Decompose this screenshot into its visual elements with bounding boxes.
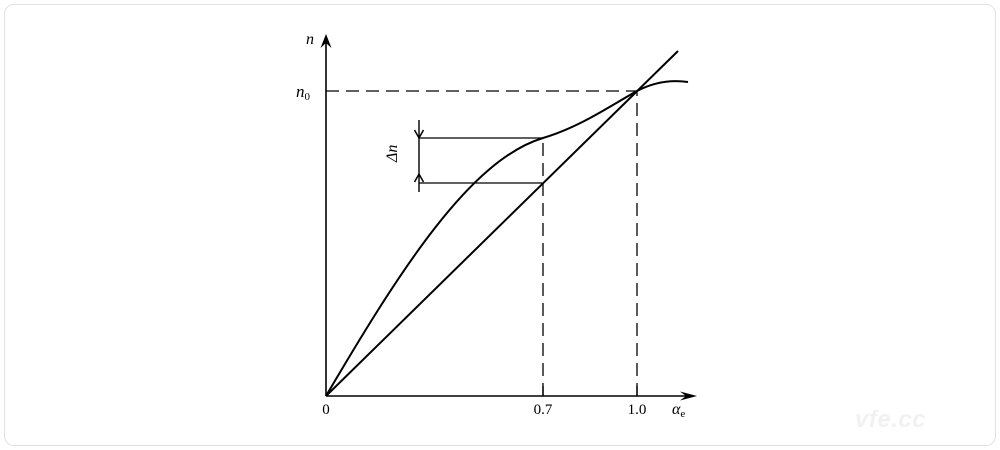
svg-text:0: 0 [322, 402, 330, 418]
svg-text:αe: αe [672, 401, 685, 420]
svg-text:1.0: 1.0 [628, 402, 647, 418]
svg-text:n: n [306, 31, 314, 48]
svg-text:n0: n0 [296, 82, 311, 103]
svg-text:Δn: Δn [384, 145, 401, 163]
svg-text:0.7: 0.7 [534, 402, 553, 418]
